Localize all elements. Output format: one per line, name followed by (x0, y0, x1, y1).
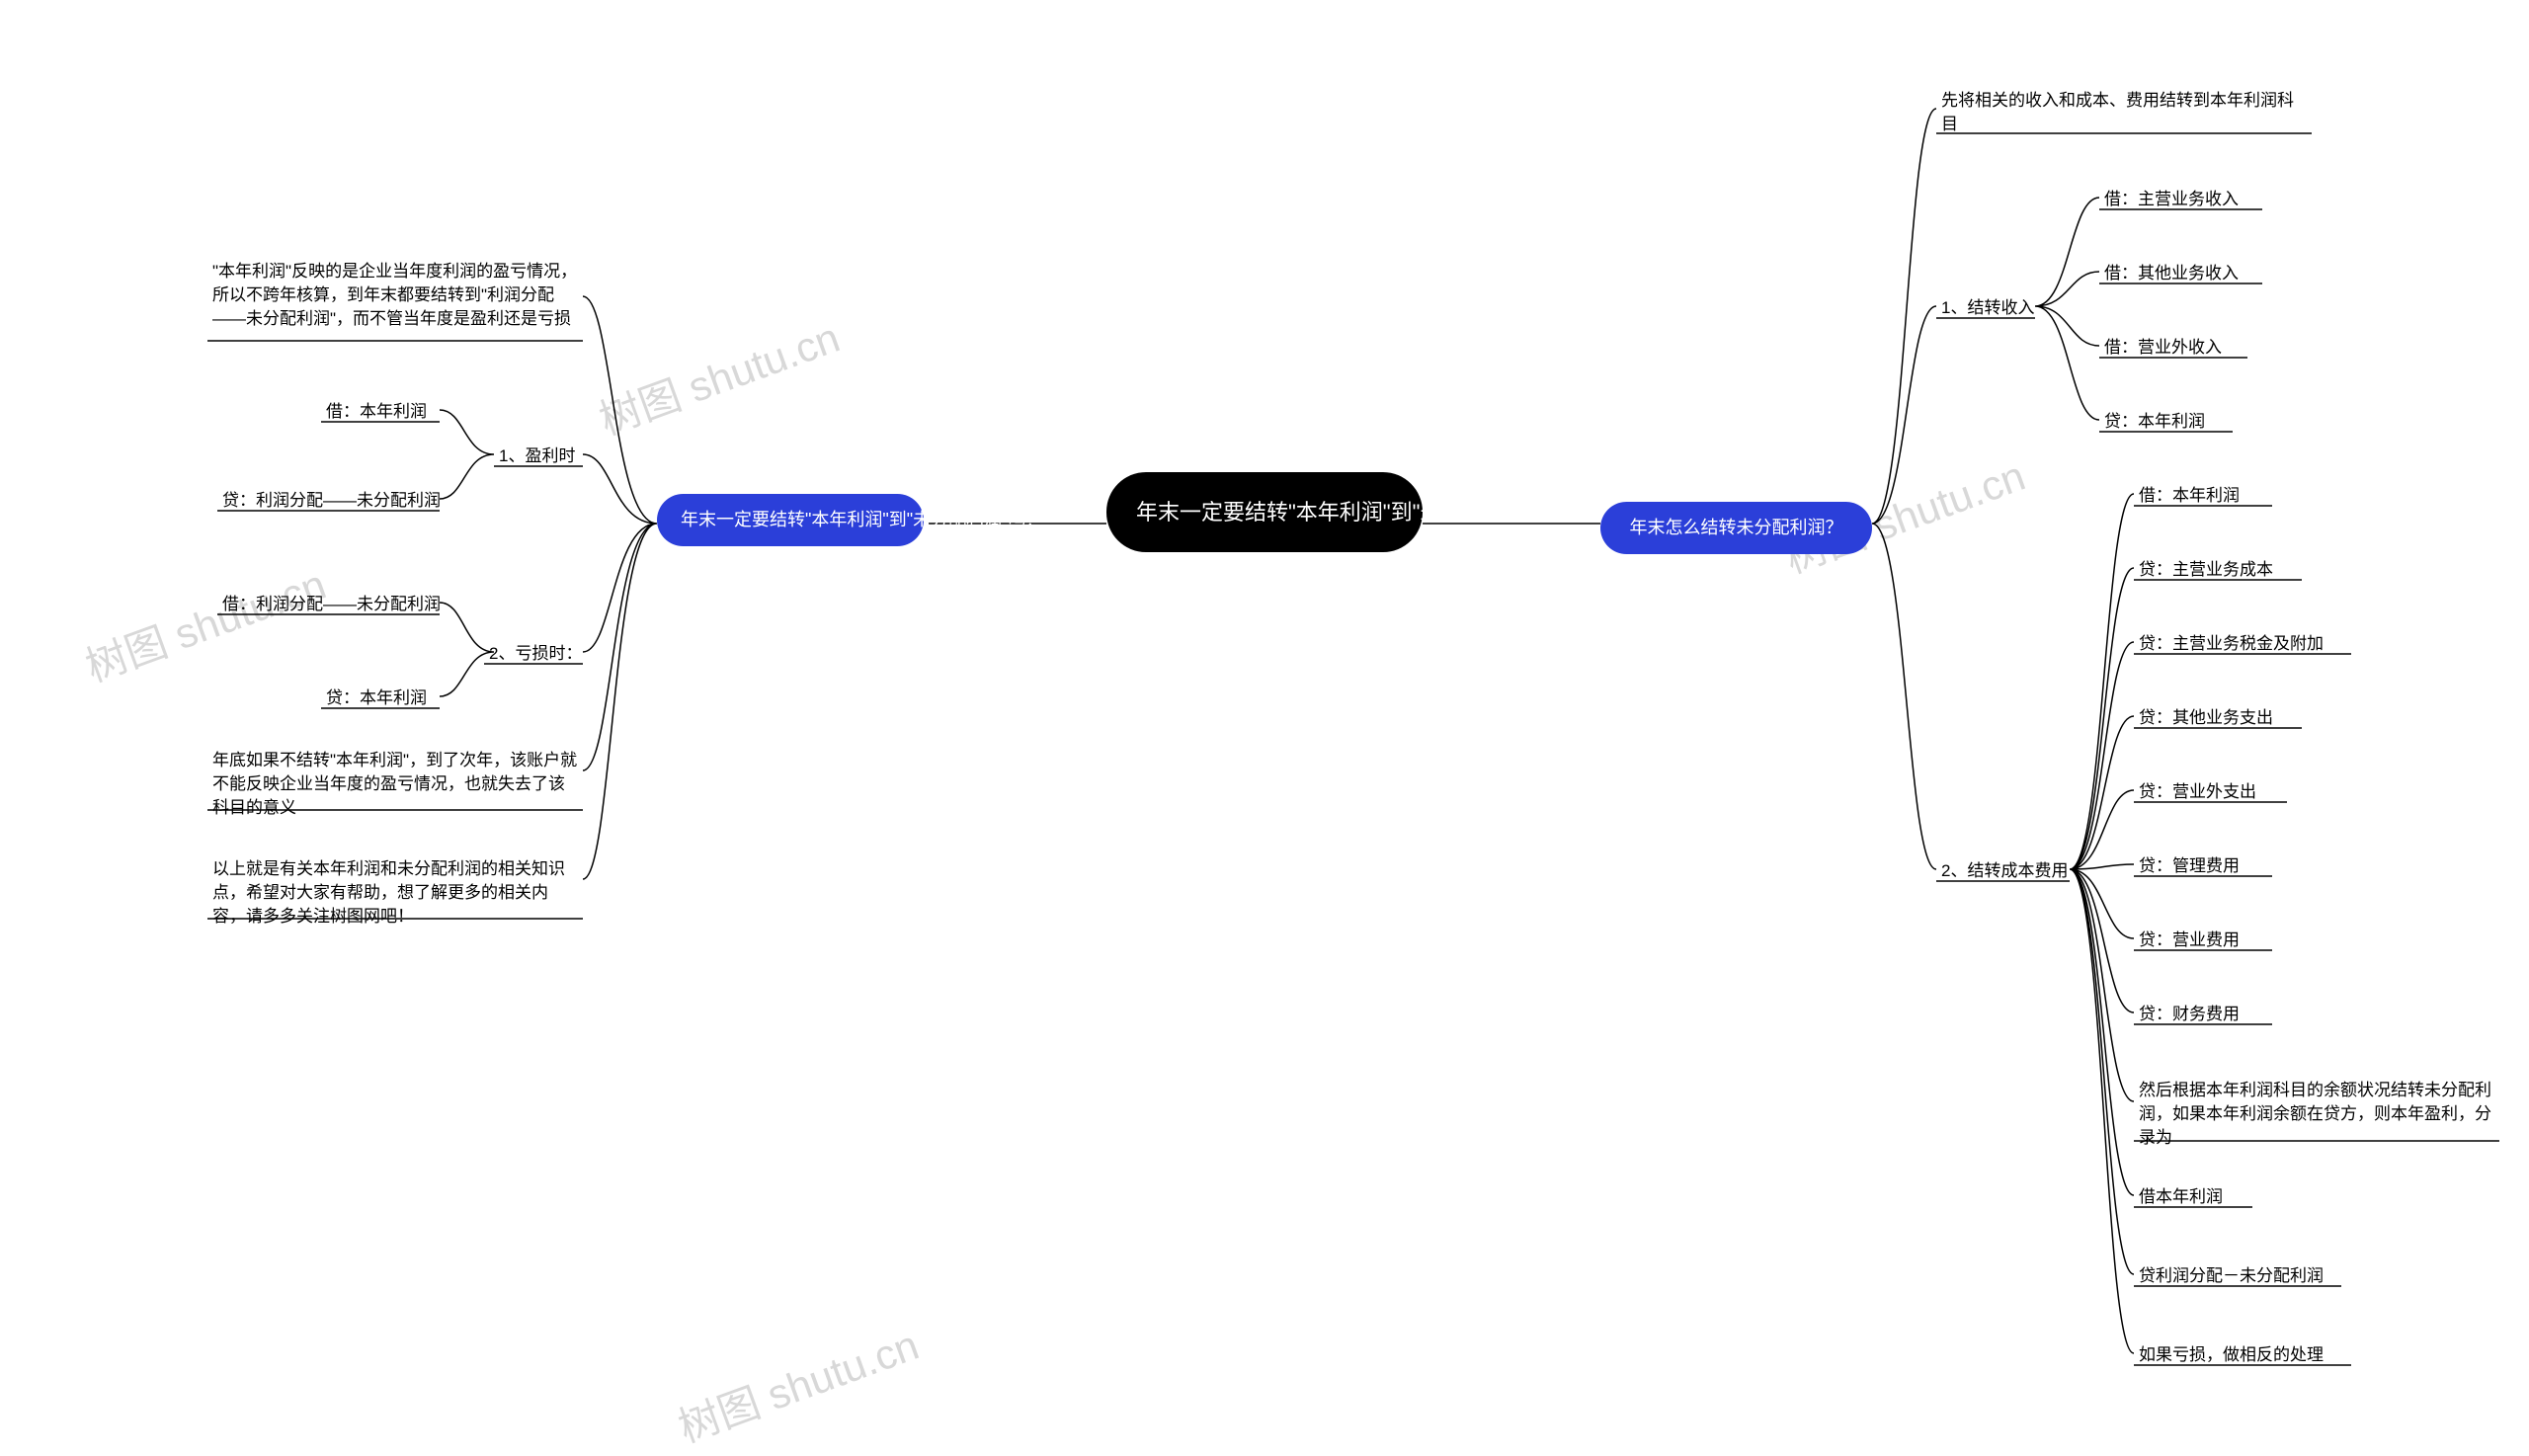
right-sec2-item-7: 贷：营业费用 (2139, 929, 2240, 952)
right-sec2-item-9: 然后根据本年利润科目的余额状况结转未分配利润，如果本年利润余额在贷方，则本年盈利… (2139, 1079, 2499, 1149)
left-item-note1: 年底如果不结转"本年利润"，到了次年，该账户就不能反映企业当年度的盈亏情况，也就… (212, 749, 578, 819)
right-sec1-item-1: 借：主营业务收入 (2104, 188, 2239, 211)
right-intro: 先将相关的收入和成本、费用结转到本年利润科目 (1941, 89, 2307, 136)
left-item-loss-credit: 贷：本年利润 (326, 687, 427, 710)
right-sec2-item-12: 如果亏损，做相反的处理 (2139, 1343, 2324, 1367)
left-branch-title: 年末一定要结转"本年利润"到"未分配利润"吗？ (657, 494, 924, 546)
right-sec2-item-8: 贷：财务费用 (2139, 1003, 2240, 1026)
right-sec2-item-3: 贷：主营业务税金及附加 (2139, 632, 2324, 656)
right-sec2-item-4: 贷：其他业务支出 (2139, 706, 2273, 730)
left-item-profit-debit: 借：本年利润 (326, 400, 427, 424)
left-item-intro: "本年利润"反映的是企业当年度利润的盈亏情况，所以不跨年核算，到年末都要结转到"… (212, 260, 578, 330)
left-item-profit-credit: 贷：利润分配——未分配利润 (222, 489, 441, 513)
right-sec2-item-5: 贷：营业外支出 (2139, 780, 2256, 804)
right-sec1-item-4: 贷：本年利润 (2104, 410, 2205, 434)
left-item-loss-debit: 借：利润分配——未分配利润 (222, 593, 441, 616)
right-sec2-label: 2、结转成本费用 (1941, 859, 2068, 883)
left-item-note2: 以上就是有关本年利润和未分配利润的相关知识点，希望对大家有帮助，想了解更多的相关… (212, 857, 578, 928)
right-branch-title: 年末怎么结转未分配利润？ (1600, 502, 1872, 554)
right-sec1-item-3: 借：营业外收入 (2104, 336, 2222, 360)
right-sec2-item-1: 借：本年利润 (2139, 484, 2240, 508)
right-sec1-label: 1、结转收入 (1941, 296, 2034, 320)
right-sec2-item-10: 借本年利润 (2139, 1185, 2223, 1209)
right-sec2-item-11: 贷利润分配－未分配利润 (2139, 1264, 2324, 1288)
right-sec1-item-2: 借：其他业务收入 (2104, 262, 2239, 285)
right-sec2-item-2: 贷：主营业务成本 (2139, 558, 2273, 582)
center-node: 年末一定要结转"本年利润"到"未分配利润"吗？会计分录怎么做？ (1106, 472, 1423, 552)
right-sec2-item-6: 贷：管理费用 (2139, 854, 2240, 878)
left-item-loss-label: 2、亏损时： (489, 642, 582, 666)
left-item-profit-label: 1、盈利时 (499, 445, 575, 468)
